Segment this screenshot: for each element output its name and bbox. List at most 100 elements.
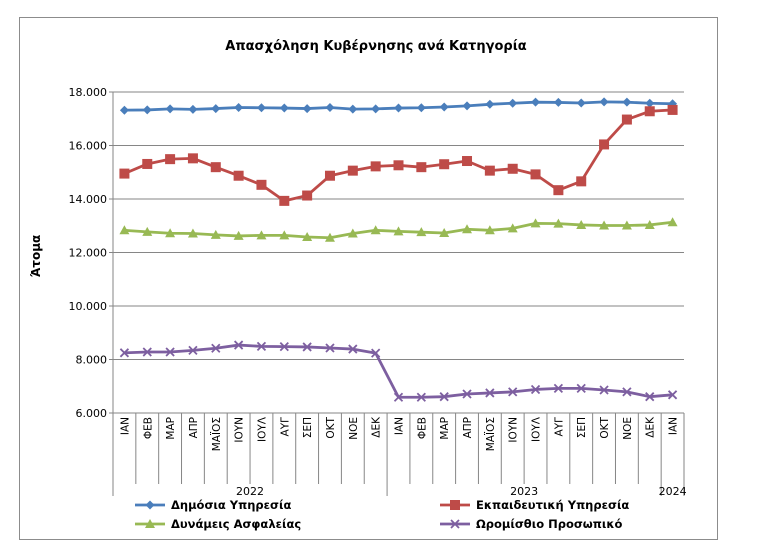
year-label: 2024: [659, 485, 687, 498]
data-point: [393, 392, 404, 402]
series-1: [119, 97, 678, 115]
data-point-stroke: [450, 519, 460, 529]
data-point: [142, 158, 153, 169]
data-point: [462, 389, 472, 399]
data-point-stroke: [393, 392, 404, 402]
data-point: [450, 500, 460, 510]
legend-item-1: Δημόσια Υπηρεσία: [135, 498, 291, 512]
data-point: [233, 340, 244, 350]
data-point: [210, 162, 221, 173]
data-point-stroke: [576, 383, 586, 394]
data-point: [416, 162, 427, 173]
data-point: [416, 227, 427, 237]
data-point: [165, 154, 176, 165]
chart-frame: Απασχόληση Κυβέρνησης ανά Κατηγορία Άτομ…: [19, 17, 718, 540]
data-point: [279, 342, 289, 352]
y-axis-label: Άτομα: [29, 235, 43, 278]
series-2: [119, 104, 678, 206]
data-point-stroke: [439, 392, 449, 402]
data-point: [302, 190, 313, 201]
data-point: [485, 99, 495, 109]
data-point: [302, 104, 312, 114]
data-point: [644, 106, 655, 117]
data-point: [234, 103, 244, 113]
data-point: [119, 105, 129, 115]
data-point: [667, 217, 678, 227]
x-tick-label: ΣΕΠ: [302, 417, 314, 438]
data-point-stroke: [508, 387, 518, 397]
data-point: [325, 343, 335, 353]
data-point: [507, 163, 518, 174]
x-tick-label: ΙΟΥΝ: [508, 417, 520, 443]
x-tick-label: ΟΚΤ: [599, 416, 611, 438]
legend-item-2: Εκπαιδευτική Υπηρεσία: [440, 498, 629, 512]
x-tick-label: ΦΕΒ: [416, 417, 428, 439]
x-tick-label: ΝΟΕ: [622, 417, 634, 440]
data-point: [484, 225, 495, 235]
data-point: [302, 342, 312, 352]
series-4: [119, 340, 678, 402]
y-tick-label: 18.000: [69, 86, 108, 99]
data-point: [439, 227, 450, 237]
x-tick-label: ΜΑΪΟΣ: [484, 417, 497, 451]
data-point: [256, 341, 267, 352]
data-point: [645, 392, 655, 402]
series-lines: [119, 97, 678, 402]
data-point: [416, 392, 426, 402]
data-point-stroke: [279, 342, 289, 352]
data-point: [416, 103, 426, 113]
data-point: [599, 97, 609, 107]
data-point: [145, 500, 155, 510]
data-point: [324, 170, 335, 181]
data-point: [142, 347, 152, 357]
data-point-stroke: [462, 389, 472, 399]
data-point: [165, 104, 175, 114]
data-point: [484, 165, 495, 176]
legend-label: Ωρομίσθιο Προσωπικό: [476, 517, 623, 531]
data-point: [142, 105, 152, 115]
data-point: [348, 344, 358, 354]
data-point: [439, 102, 449, 112]
legend-label: Εκπαιδευτική Υπηρεσία: [476, 498, 629, 512]
y-tick-label: 8.000: [76, 354, 108, 367]
chart-title: Απασχόληση Κυβέρνησης ανά Κατηγορία: [225, 39, 526, 54]
data-point: [462, 224, 473, 234]
data-point: [347, 165, 358, 176]
data-point: [553, 383, 564, 394]
data-point-stroke: [188, 345, 198, 356]
y-tick-label: 12.000: [69, 247, 108, 260]
data-point: [462, 101, 472, 111]
legend: Δημόσια Υπηρεσία Εκπαιδευτική Υπηρεσία Δυν…: [135, 498, 629, 531]
data-point: [644, 219, 655, 229]
x-tick-label: ΜΑΡ: [439, 417, 451, 440]
data-point: [576, 176, 587, 187]
data-point: [145, 519, 155, 528]
data-point: [371, 348, 381, 358]
data-point-stroke: [348, 344, 358, 354]
data-point-stroke: [416, 392, 426, 402]
data-point-stroke: [302, 342, 312, 352]
data-point: [279, 103, 289, 113]
data-point: [553, 218, 564, 228]
data-point: [667, 390, 678, 400]
data-point: [599, 220, 610, 230]
x-tick-label: ΦΕΒ: [142, 417, 154, 439]
chart-svg: Απασχόληση Κυβέρνησης ανά Κατηγορία Άτομ…: [29, 39, 687, 531]
data-point: [233, 230, 244, 240]
data-point-stroke: [485, 388, 495, 398]
y-tick-label: 14.000: [69, 193, 108, 206]
series-line: [124, 343, 673, 399]
data-point: [165, 347, 175, 357]
data-point: [530, 169, 541, 180]
data-point-stroke: [371, 348, 381, 358]
data-point: [508, 98, 518, 108]
data-point: [621, 114, 632, 125]
data-point: [622, 97, 632, 107]
data-point: [508, 387, 518, 397]
year-label: 2023: [510, 485, 538, 498]
data-point: [599, 139, 610, 150]
data-point: [439, 392, 449, 402]
x-tick-label: ΙΟΥΝ: [234, 417, 246, 443]
data-point: [530, 384, 541, 395]
x-tick-label: ΜΑΡ: [165, 417, 177, 440]
